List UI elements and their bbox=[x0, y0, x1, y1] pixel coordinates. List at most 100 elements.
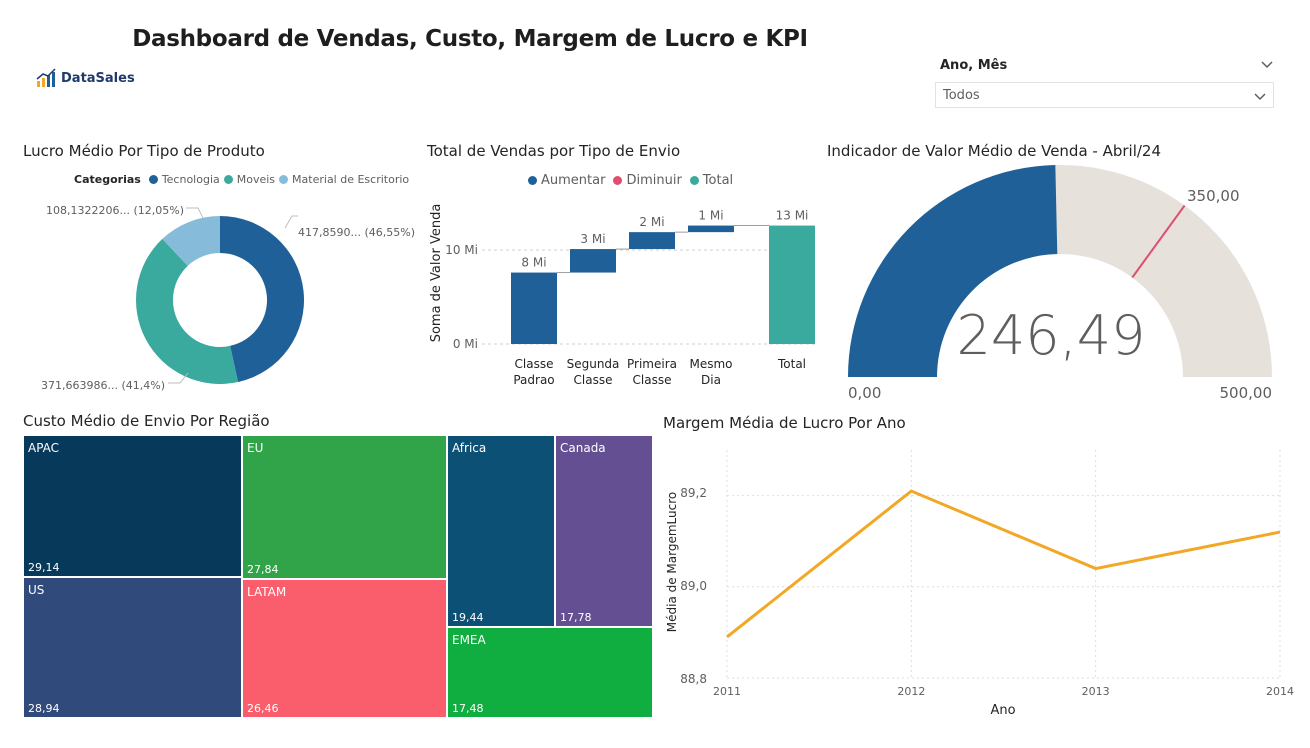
donut-chart: 417,8590... (46,55%) 108,1322206... (12,… bbox=[41, 204, 415, 392]
waterfall-category-label: Segunda bbox=[567, 357, 620, 371]
page-title: Dashboard de Vendas, Custo, Margem de Lu… bbox=[132, 26, 808, 52]
legend-item-aumentar[interactable]: Aumentar bbox=[541, 173, 606, 188]
gauge-title: Indicador de Valor Médio de Venda - Abri… bbox=[827, 142, 1162, 160]
slicer-selected-value: Todos bbox=[943, 88, 980, 103]
donut-leader-tecnologia bbox=[284, 215, 298, 229]
waterfall-data-label: 1 Mi bbox=[698, 209, 723, 223]
waterfall-ytick-0: 0 Mi bbox=[453, 337, 478, 351]
waterfall-bar[interactable] bbox=[769, 225, 815, 344]
line-ylabel: Média de MargemLucro bbox=[665, 492, 679, 632]
waterfall-category-label: Dia bbox=[701, 373, 721, 387]
legend-dot-material bbox=[279, 175, 289, 184]
line-title: Margem Média de Lucro Por Ano bbox=[663, 414, 906, 432]
legend-dot-tecnologia bbox=[148, 175, 158, 184]
legend-dot-aumentar bbox=[528, 176, 537, 185]
dropdown-chevron-icon[interactable] bbox=[1253, 89, 1267, 103]
waterfall-category-label: Classe bbox=[515, 357, 554, 371]
legend-item-diminuir[interactable]: Diminuir bbox=[626, 173, 682, 188]
treemap-value: 17,48 bbox=[452, 702, 484, 715]
donut-leader-material bbox=[186, 207, 204, 219]
treemap-name: LATAM bbox=[247, 585, 287, 599]
treemap-name: EU bbox=[247, 441, 264, 455]
donut-slice-material[interactable] bbox=[162, 216, 220, 266]
line-xtick: 2011 bbox=[713, 685, 741, 698]
donut-legend: Categorias Tecnologia Moveis Material de… bbox=[74, 173, 409, 186]
waterfall-data-label: 2 Mi bbox=[639, 215, 664, 229]
bar-chart-logo-icon bbox=[36, 68, 56, 87]
treemap-cell-canada[interactable]: Canada 17,78 bbox=[555, 435, 653, 627]
date-slicer-dropdown[interactable]: Todos bbox=[935, 82, 1274, 108]
treemap-value: 17,78 bbox=[560, 611, 592, 624]
treemap-value: 27,84 bbox=[247, 563, 279, 576]
donut-legend-title: Categorias bbox=[74, 173, 141, 186]
donut-label-material: 108,1322206... (12,05%) bbox=[46, 204, 184, 217]
gauge-min: 0,00 bbox=[848, 384, 881, 402]
treemap-cell-eu[interactable]: EU 27,84 bbox=[242, 435, 447, 579]
treemap-value: 19,44 bbox=[452, 611, 484, 624]
donut-slice-tecnologia[interactable] bbox=[220, 216, 304, 383]
treemap-cell-us[interactable]: US 28,94 bbox=[23, 577, 242, 718]
treemap-chart: APAC 29,14 US 28,94 EU 27,84 LATAM 26,46… bbox=[23, 435, 653, 718]
legend-item-total[interactable]: Total bbox=[702, 173, 734, 188]
legend-item-tecnologia[interactable]: Tecnologia bbox=[161, 173, 220, 186]
gauge-target-label: 350,00 bbox=[1187, 187, 1240, 205]
legend-item-material[interactable]: Material de Escritorio bbox=[292, 173, 410, 186]
waterfall-chart: 10 Mi 0 Mi Soma de Valor Venda 8 Mi Class… bbox=[429, 204, 816, 387]
slicer-label: Ano, Mês bbox=[940, 58, 1008, 73]
donut-leader-moveis bbox=[168, 372, 189, 384]
waterfall-category-label: Classe bbox=[574, 373, 613, 387]
gauge-max: 500,00 bbox=[1220, 384, 1273, 402]
waterfall-ytick-10: 10 Mi bbox=[445, 243, 478, 257]
donut-label-tecnologia: 417,8590... (46,55%) bbox=[298, 226, 415, 239]
waterfall-title: Total de Vendas por Tipo de Envio bbox=[427, 142, 681, 160]
treemap-cell-emea[interactable]: EMEA 17,48 bbox=[447, 627, 653, 718]
waterfall-ylabel: Soma de Valor Venda bbox=[429, 204, 444, 343]
line-ytick-88-8: 88,8 bbox=[680, 672, 707, 686]
chevron-down-icon[interactable] bbox=[1259, 56, 1275, 72]
line-ytick-89-0: 89,0 bbox=[680, 579, 707, 593]
line-xlabel: Ano bbox=[990, 703, 1015, 718]
treemap-name: Africa bbox=[452, 441, 487, 455]
waterfall-data-label: 8 Mi bbox=[521, 256, 546, 270]
line-xtick: 2012 bbox=[897, 685, 925, 698]
treemap-value: 29,14 bbox=[28, 561, 60, 574]
donut-label-moveis: 371,663986... (41,4%) bbox=[41, 379, 165, 392]
waterfall-data-label: 3 Mi bbox=[580, 232, 605, 246]
legend-dot-total bbox=[689, 176, 699, 185]
treemap-name: APAC bbox=[28, 441, 60, 455]
treemap-name: EMEA bbox=[452, 633, 486, 647]
treemap-name: US bbox=[28, 583, 45, 597]
treemap-value: 28,94 bbox=[28, 702, 60, 715]
treemap-title: Custo Médio de Envio Por Região bbox=[23, 412, 270, 430]
treemap-cell-africa[interactable]: Africa 19,44 bbox=[447, 435, 555, 627]
waterfall-bar[interactable] bbox=[688, 225, 734, 233]
waterfall-legend: Aumentar Diminuir Total bbox=[528, 173, 733, 188]
legend-dot-diminuir bbox=[613, 176, 623, 185]
logo-text: DataSales bbox=[61, 70, 135, 86]
waterfall-category-label: Classe bbox=[633, 373, 672, 387]
legend-dot-moveis bbox=[223, 175, 233, 184]
donut-title: Lucro Médio Por Tipo de Produto bbox=[23, 142, 265, 160]
line-xtick: 2013 bbox=[1082, 685, 1110, 698]
waterfall-data-label: 13 Mi bbox=[776, 209, 809, 223]
line-chart: 89,2 89,0 88,8 Média de MargemLucro Ano … bbox=[665, 450, 1294, 718]
waterfall-bar[interactable] bbox=[570, 249, 616, 273]
waterfall-category-label: Padrao bbox=[513, 373, 554, 387]
waterfall-category-label: Mesmo bbox=[689, 357, 732, 371]
treemap-value: 26,46 bbox=[247, 702, 279, 715]
line-xtick: 2014 bbox=[1266, 685, 1294, 698]
treemap-name: Canada bbox=[560, 441, 606, 455]
line-ytick-89-2: 89,2 bbox=[680, 486, 707, 500]
gauge-value: 246,49 bbox=[957, 304, 1146, 367]
waterfall-bar[interactable] bbox=[511, 272, 557, 344]
waterfall-category-label: Total bbox=[777, 357, 806, 371]
gauge-chart: 246,49 0,00 500,00 350,00 bbox=[848, 165, 1273, 402]
treemap-cell-latam[interactable]: LATAM 26,46 bbox=[242, 579, 447, 718]
line-series bbox=[726, 489, 1281, 639]
donut-slice-moveis[interactable] bbox=[136, 238, 239, 384]
gauge-value-arc bbox=[848, 165, 1058, 377]
legend-item-moveis[interactable]: Moveis bbox=[236, 173, 276, 186]
waterfall-bar[interactable] bbox=[629, 232, 675, 250]
logo: DataSales bbox=[36, 68, 135, 88]
treemap-cell-apac[interactable]: APAC 29,14 bbox=[23, 435, 242, 577]
